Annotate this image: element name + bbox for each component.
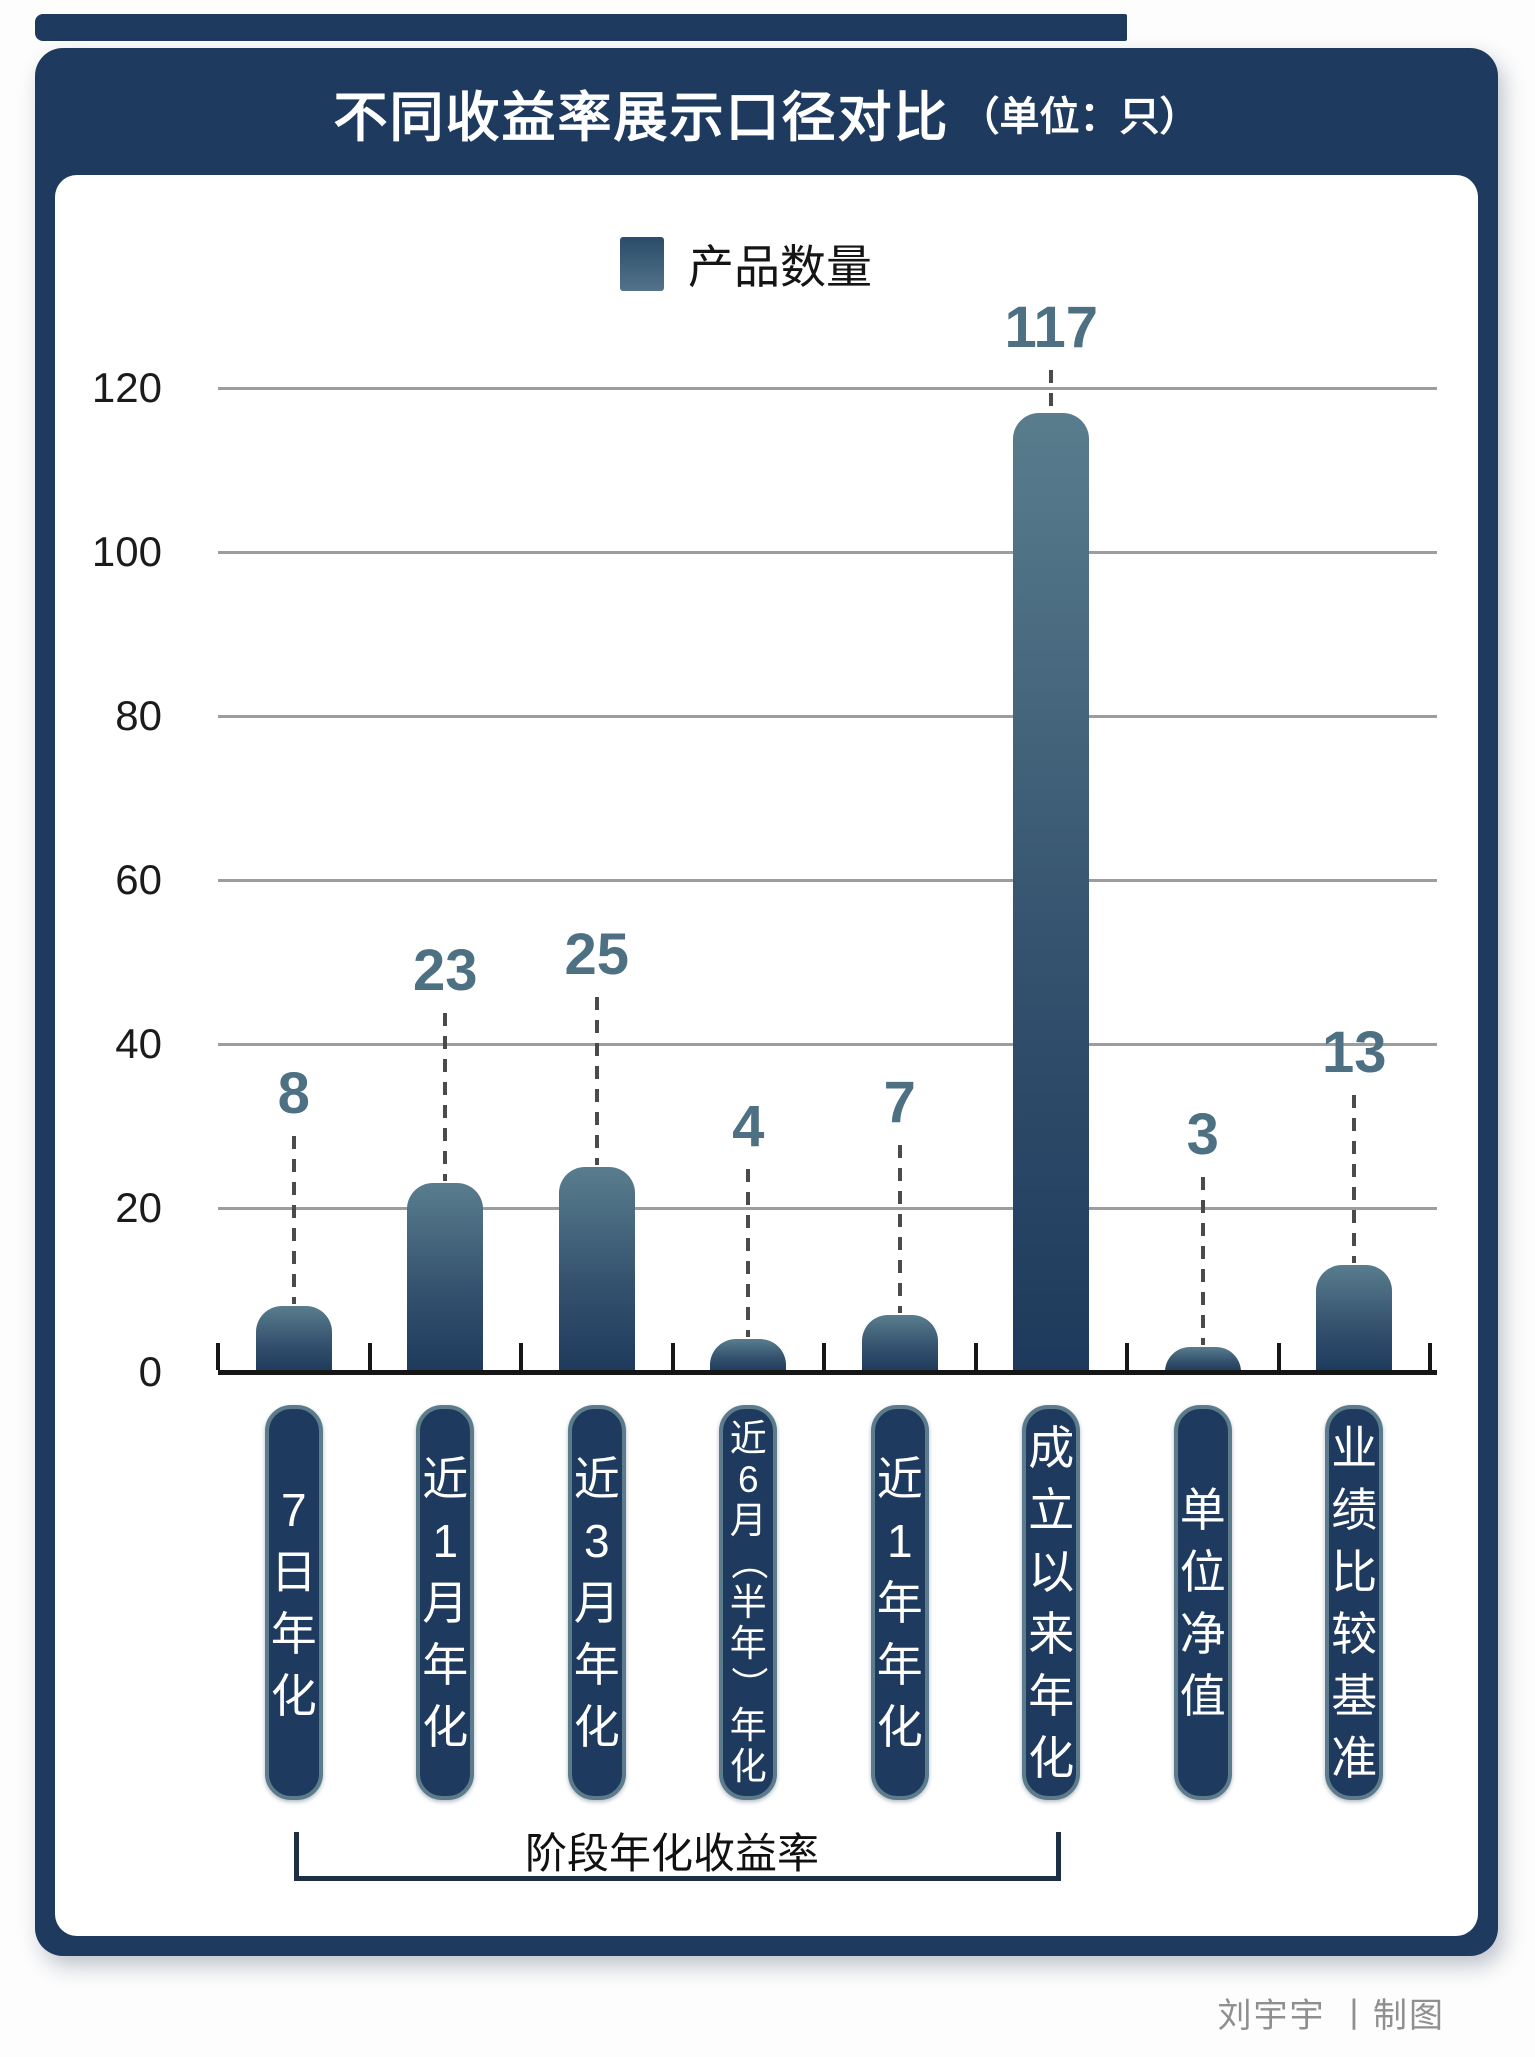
- leader-line: [746, 1169, 751, 1338]
- category-pill-label: 业绩比较基准: [1331, 1421, 1378, 1784]
- gridline: [218, 1042, 1437, 1046]
- bar-value-label: 25: [564, 922, 629, 987]
- y-axis-tick-label: 80: [115, 692, 162, 739]
- y-axis-tick-label: 60: [115, 856, 162, 903]
- legend-label: 产品数量: [688, 241, 872, 293]
- leader-line: [1049, 370, 1054, 411]
- bar: [1013, 412, 1090, 1372]
- bar: [255, 1306, 332, 1372]
- category-pill: 近 6 月（半年）年化: [719, 1405, 778, 1800]
- y-axis-tick-label: 100: [91, 528, 162, 575]
- x-axis-tick: [216, 1343, 220, 1370]
- bar-value-label: 117: [1004, 295, 1099, 360]
- category-pill-label: 单位净值: [1179, 1483, 1226, 1722]
- y-axis-tick-label: 40: [115, 1020, 162, 1067]
- gridline: [218, 1206, 1437, 1210]
- x-axis-tick: [973, 1343, 978, 1370]
- bar: [861, 1314, 938, 1372]
- legend-swatch: [620, 237, 664, 291]
- title-band: 不同收益率展示口径对比 （单位：只）: [35, 60, 1498, 165]
- y-axis-tick-label: 120: [91, 364, 162, 411]
- leader-line: [1200, 1177, 1205, 1346]
- bar-value-label: 23: [412, 938, 478, 1004]
- gridline: [218, 550, 1437, 554]
- x-axis-line: [218, 1370, 1437, 1375]
- gridline: [218, 878, 1437, 882]
- category-pill: 成立以来年化: [1022, 1405, 1081, 1800]
- category-pill: 业绩比较基准: [1325, 1405, 1384, 1800]
- bar: [1164, 1347, 1241, 1372]
- credit-text: 刘宇宇 丨制图: [1217, 1997, 1445, 2035]
- bar-value-label: 13: [1321, 1020, 1387, 1086]
- bar-value-label: 8: [277, 1061, 310, 1127]
- x-axis-tick: [822, 1343, 826, 1370]
- bar-value-label: 7: [883, 1069, 916, 1135]
- legend: 产品数量: [620, 232, 920, 296]
- chart-title: 不同收益率展示口径对比: [333, 88, 950, 148]
- top-accent-strip: [35, 14, 1127, 41]
- x-axis-tick: [1428, 1343, 1432, 1370]
- category-group-bracket: [293, 1832, 1062, 1881]
- chart-title-unit: （单位：只）: [959, 94, 1200, 139]
- leader-line: [291, 1136, 296, 1305]
- x-axis-tick: [1276, 1343, 1281, 1370]
- bar: [558, 1167, 635, 1372]
- category-pill: 单位净值: [1173, 1405, 1232, 1800]
- leader-line: [897, 1144, 902, 1313]
- gridline: [218, 386, 1437, 390]
- leader-line: [443, 1013, 448, 1182]
- y-axis-tick-label: 0: [138, 1348, 162, 1395]
- category-group-label: 阶段年化收益率: [524, 1830, 819, 1877]
- bar: [1316, 1265, 1393, 1372]
- category-pill-label: 近 6 月（半年）年化: [727, 1418, 769, 1787]
- gridline: [218, 714, 1437, 718]
- y-axis-tick-label: 20: [115, 1184, 162, 1231]
- bar: [407, 1183, 484, 1372]
- category-pill-label: 成立以来年化: [1028, 1421, 1075, 1784]
- x-axis-tick: [367, 1343, 372, 1370]
- bar: [710, 1339, 787, 1372]
- bar-value-label: 4: [732, 1094, 765, 1160]
- leader-line: [1352, 1095, 1357, 1264]
- bar-value-label: 3: [1186, 1102, 1219, 1168]
- x-axis-tick: [1125, 1343, 1129, 1370]
- leader-line: [594, 997, 599, 1165]
- x-axis-tick: [670, 1343, 675, 1370]
- x-axis-tick: [519, 1343, 523, 1370]
